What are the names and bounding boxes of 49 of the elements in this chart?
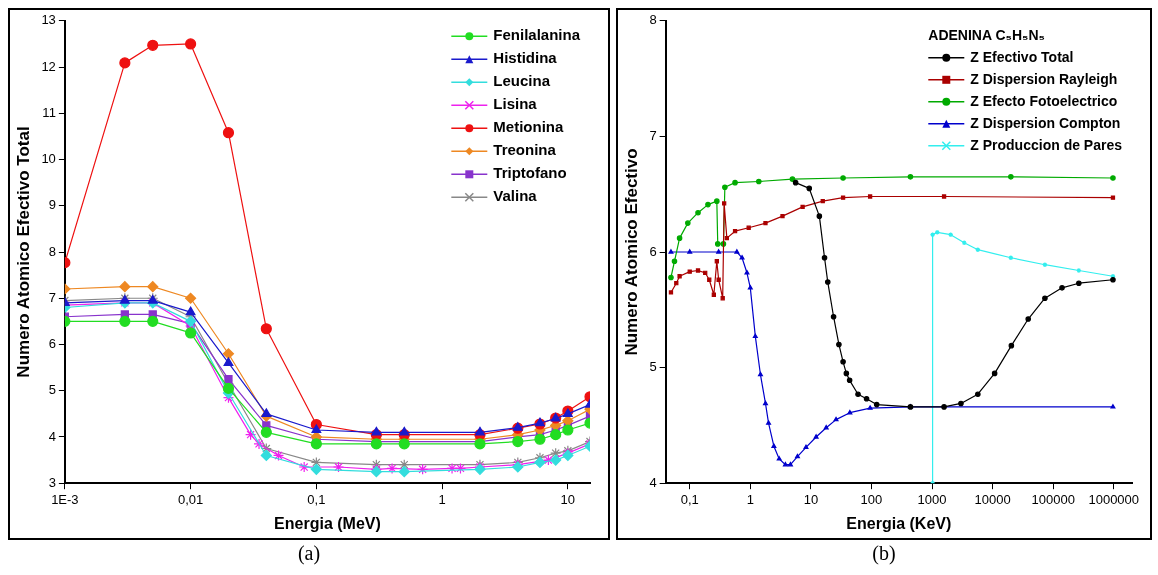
- y-tick-label: 13: [41, 12, 56, 28]
- x-axis-title: Energia (MeV): [274, 514, 381, 532]
- y-tick-label: 5: [48, 382, 56, 398]
- text: (b): [872, 542, 896, 565]
- x-tick-label: 1000000: [1088, 491, 1140, 507]
- y-tick-label: 4: [48, 428, 56, 444]
- y-tick-label: 7: [48, 289, 56, 305]
- legend-label: Leucina: [493, 72, 551, 90]
- y-tick-label: 6: [48, 336, 56, 352]
- legend-label: Fenilalanina: [493, 26, 581, 44]
- x-tick-label: 0,1: [307, 491, 326, 507]
- y-tick-label: 10: [41, 151, 56, 167]
- legend-label: Z Efecto Fotoelectrico: [970, 92, 1118, 109]
- x-tick-label: 10000: [974, 491, 1011, 507]
- legend-label: Valina: [493, 187, 538, 205]
- x-tick-label: 1: [746, 491, 754, 507]
- legend-label: Z Dispersion Rayleigh: [970, 70, 1118, 87]
- y-tick-label: 7: [649, 127, 657, 143]
- legend-label: Z Efectivo Total: [970, 48, 1074, 65]
- x-axis-title: Energia (KeV): [846, 514, 952, 532]
- text: (a): [297, 542, 321, 565]
- x-tick-label: 100000: [1031, 491, 1075, 507]
- x-tick-label: 10: [803, 491, 819, 507]
- y-axis-title: Numero Atomico Efectivo: [621, 148, 641, 356]
- y-tick-label: 12: [41, 58, 56, 74]
- legend-label: Metionina: [493, 118, 564, 136]
- x-tick-label: 100: [860, 491, 883, 507]
- x-tick-label: 10: [560, 491, 576, 507]
- legend-title: ADENINA C₅H₅N₅: [928, 26, 1046, 43]
- y-axis-title: Numero Atomico Efectivo Total: [13, 126, 33, 378]
- y-tick-label: 9: [48, 197, 56, 213]
- x-tick-label: 1: [438, 491, 446, 507]
- x-tick-label: 1000: [917, 491, 947, 507]
- x-tick-label: 0,1: [680, 491, 699, 507]
- y-tick-label: 4: [649, 474, 657, 490]
- legend-label: Z Dispersion Compton: [970, 114, 1121, 131]
- legend-label: Treonina: [493, 141, 557, 159]
- y-tick-label: 8: [649, 12, 657, 28]
- y-tick-label: 11: [42, 104, 56, 120]
- x-tick-label: 0,01: [177, 491, 204, 507]
- legend-label: Z Produccion de Pares: [970, 136, 1123, 153]
- legend-label: Histidina: [493, 49, 558, 67]
- x-tick-label: 1E-3: [51, 491, 79, 507]
- y-tick-label: 8: [48, 243, 56, 259]
- y-tick-label: 6: [649, 243, 657, 259]
- legend-label: Triptofano: [493, 164, 567, 182]
- legend-label: Lisina: [493, 95, 538, 113]
- y-tick-label: 5: [649, 359, 657, 375]
- y-tick-label: 3: [48, 474, 56, 490]
